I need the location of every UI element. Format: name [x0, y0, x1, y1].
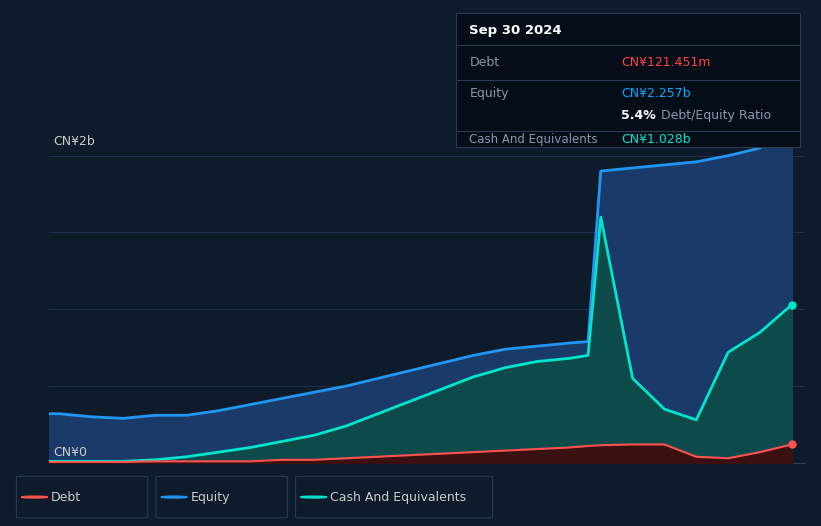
- Text: Equity: Equity: [470, 87, 509, 100]
- Circle shape: [159, 496, 189, 498]
- Text: CN¥2b: CN¥2b: [53, 135, 94, 148]
- Text: CN¥121.451m: CN¥121.451m: [621, 56, 711, 68]
- Text: CN¥2.257b: CN¥2.257b: [621, 87, 690, 100]
- Circle shape: [299, 496, 328, 498]
- FancyBboxPatch shape: [156, 476, 287, 518]
- FancyBboxPatch shape: [296, 476, 493, 518]
- Circle shape: [21, 496, 48, 498]
- Text: Equity: Equity: [190, 491, 230, 503]
- Text: Debt: Debt: [470, 56, 499, 68]
- Circle shape: [20, 496, 49, 498]
- FancyBboxPatch shape: [16, 476, 148, 518]
- Text: Debt/Equity Ratio: Debt/Equity Ratio: [658, 108, 772, 122]
- Text: 5.4%: 5.4%: [621, 108, 656, 122]
- Text: Cash And Equivalents: Cash And Equivalents: [470, 133, 598, 146]
- Text: CN¥1.028b: CN¥1.028b: [621, 133, 690, 146]
- Text: Debt: Debt: [51, 491, 81, 503]
- Text: Sep 30 2024: Sep 30 2024: [470, 24, 562, 37]
- Circle shape: [300, 496, 327, 498]
- Circle shape: [161, 496, 187, 498]
- Text: CN¥0: CN¥0: [53, 446, 87, 459]
- Text: Cash And Equivalents: Cash And Equivalents: [330, 491, 466, 503]
